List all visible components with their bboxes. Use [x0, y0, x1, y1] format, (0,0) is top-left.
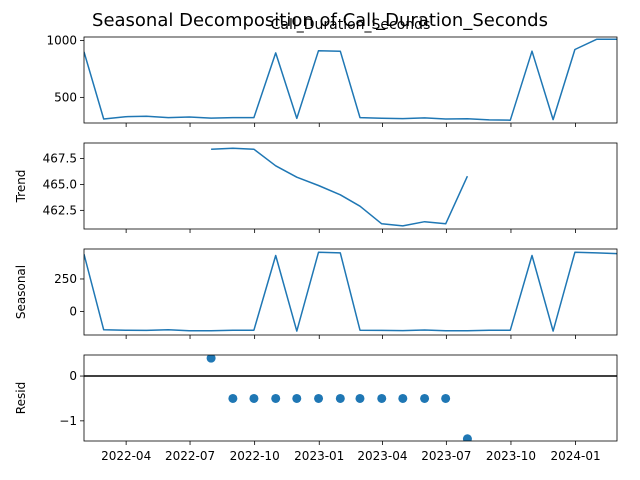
panel-resid: Resid −1 0 2022-04 2022-07 2022-10 2023-01 2023…	[14, 354, 618, 463]
y-tick-label: 1000	[46, 33, 77, 47]
x-tick-label: 2023-07	[421, 449, 471, 463]
resid-point	[398, 393, 408, 403]
y-axis-label: Seasonal	[14, 265, 28, 319]
panels: Call_Duration_Seconds 500 1000 Trend 462.5 46…	[14, 17, 618, 463]
y-tick-label: 462.5	[43, 203, 77, 217]
axes-frame	[83, 248, 618, 336]
y-tick-label: 465.0	[43, 177, 77, 191]
resid-point	[314, 393, 324, 403]
plot-area	[84, 251, 617, 332]
axes-frame	[83, 142, 618, 230]
resid-point	[441, 393, 451, 403]
resid-point	[377, 393, 387, 403]
panel-trend: Trend 462.5 465.0 467.5	[14, 142, 618, 233]
y-axis-label: Trend	[14, 170, 28, 204]
panel-title: Call_Duration_Seconds	[271, 17, 431, 33]
resid-point	[335, 393, 345, 403]
x-tick-label: 2023-10	[486, 449, 536, 463]
panel-seasonal: Seasonal 0 250	[14, 248, 618, 339]
panel-observed: Call_Duration_Seconds 500 1000	[46, 17, 618, 127]
x-tick-label: 2022-07	[165, 449, 215, 463]
resid-point	[271, 393, 281, 403]
x-tick-label: 2023-01	[294, 449, 344, 463]
plot-area	[84, 355, 617, 441]
y-tick-label: 467.5	[43, 152, 77, 166]
x-tick-label: 2023-04	[357, 449, 407, 463]
resid-point	[355, 393, 365, 403]
x-tick-label: 2022-10	[230, 449, 280, 463]
series-line-observed	[84, 38, 617, 121]
resid-point	[462, 434, 472, 441]
y-axis-label: Resid	[14, 382, 28, 414]
plot-area	[84, 38, 617, 121]
axes-frame	[83, 36, 618, 124]
y-tick-label: 500	[54, 90, 77, 104]
y-tick-label: 250	[54, 272, 77, 286]
plot-area	[211, 147, 469, 227]
x-tick-label: 2022-04	[101, 449, 151, 463]
y-tick-label: 0	[69, 305, 77, 319]
resid-point	[206, 355, 216, 363]
y-tick-label: −1	[59, 414, 77, 428]
series-line-trend	[211, 147, 469, 227]
figure-suptitle: Seasonal Decomposition of Call_Duration_…	[92, 10, 548, 31]
axes-frame	[83, 354, 618, 442]
resid-point	[228, 393, 238, 403]
resid-point	[249, 393, 259, 403]
resid-point	[292, 393, 302, 403]
x-tick-label: 2024-01	[550, 449, 600, 463]
y-tick-label: 0	[69, 369, 77, 383]
series-line-seasonal	[84, 251, 617, 332]
resid-point	[420, 393, 430, 403]
